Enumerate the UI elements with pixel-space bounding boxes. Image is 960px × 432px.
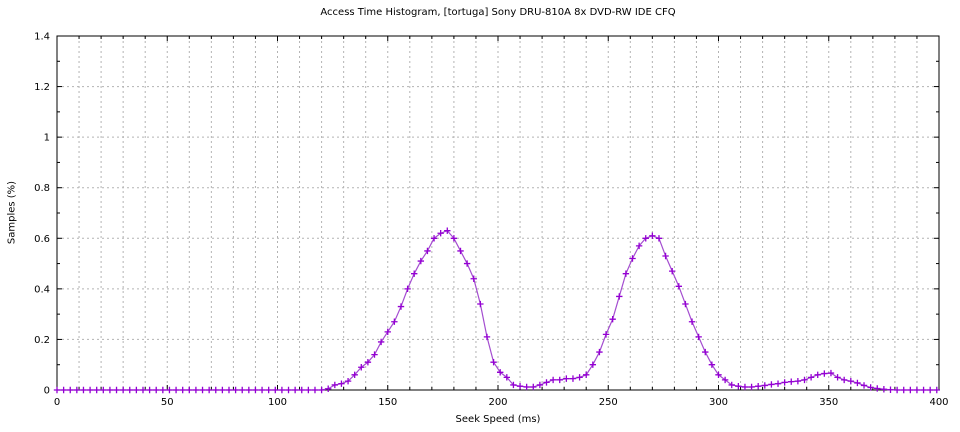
y-tick-label: 0.6 xyxy=(34,234,50,245)
chart-title: Access Time Histogram, [tortuga] Sony DR… xyxy=(320,7,676,18)
x-tick-label: 300 xyxy=(709,397,728,408)
x-tick-label: 250 xyxy=(599,397,618,408)
x-tick-labels: 0 50 100 150 200 250 300 350 400 xyxy=(54,397,949,408)
x-tick-label: 150 xyxy=(378,397,397,408)
y-tick-label: 0.8 xyxy=(34,183,50,194)
x-tick-label: 200 xyxy=(488,397,507,408)
y-tick-label: 0.4 xyxy=(34,284,50,295)
markers xyxy=(53,227,940,394)
x-tick-label: 400 xyxy=(929,397,948,408)
y-tick-label: 0 xyxy=(44,386,50,397)
x-axis-label: Seek Speed (ms) xyxy=(455,414,541,425)
x-tick-label: 100 xyxy=(268,397,287,408)
x-tick-label: 0 xyxy=(54,397,60,408)
y-tick-label: 1 xyxy=(44,133,50,144)
grid-lines xyxy=(57,36,939,390)
y-tick-labels: 0 0.2 0.4 0.6 0.8 1 1.2 1.4 xyxy=(34,32,50,397)
y-tick-label: 1.2 xyxy=(34,82,50,93)
tick-marks xyxy=(56,35,940,391)
series-markers xyxy=(53,227,940,394)
x-tick-label: 50 xyxy=(161,397,174,408)
y-tick-label: 1.4 xyxy=(34,32,50,43)
x-tick-label: 350 xyxy=(819,397,838,408)
y-tick-label: 0.2 xyxy=(34,335,50,346)
